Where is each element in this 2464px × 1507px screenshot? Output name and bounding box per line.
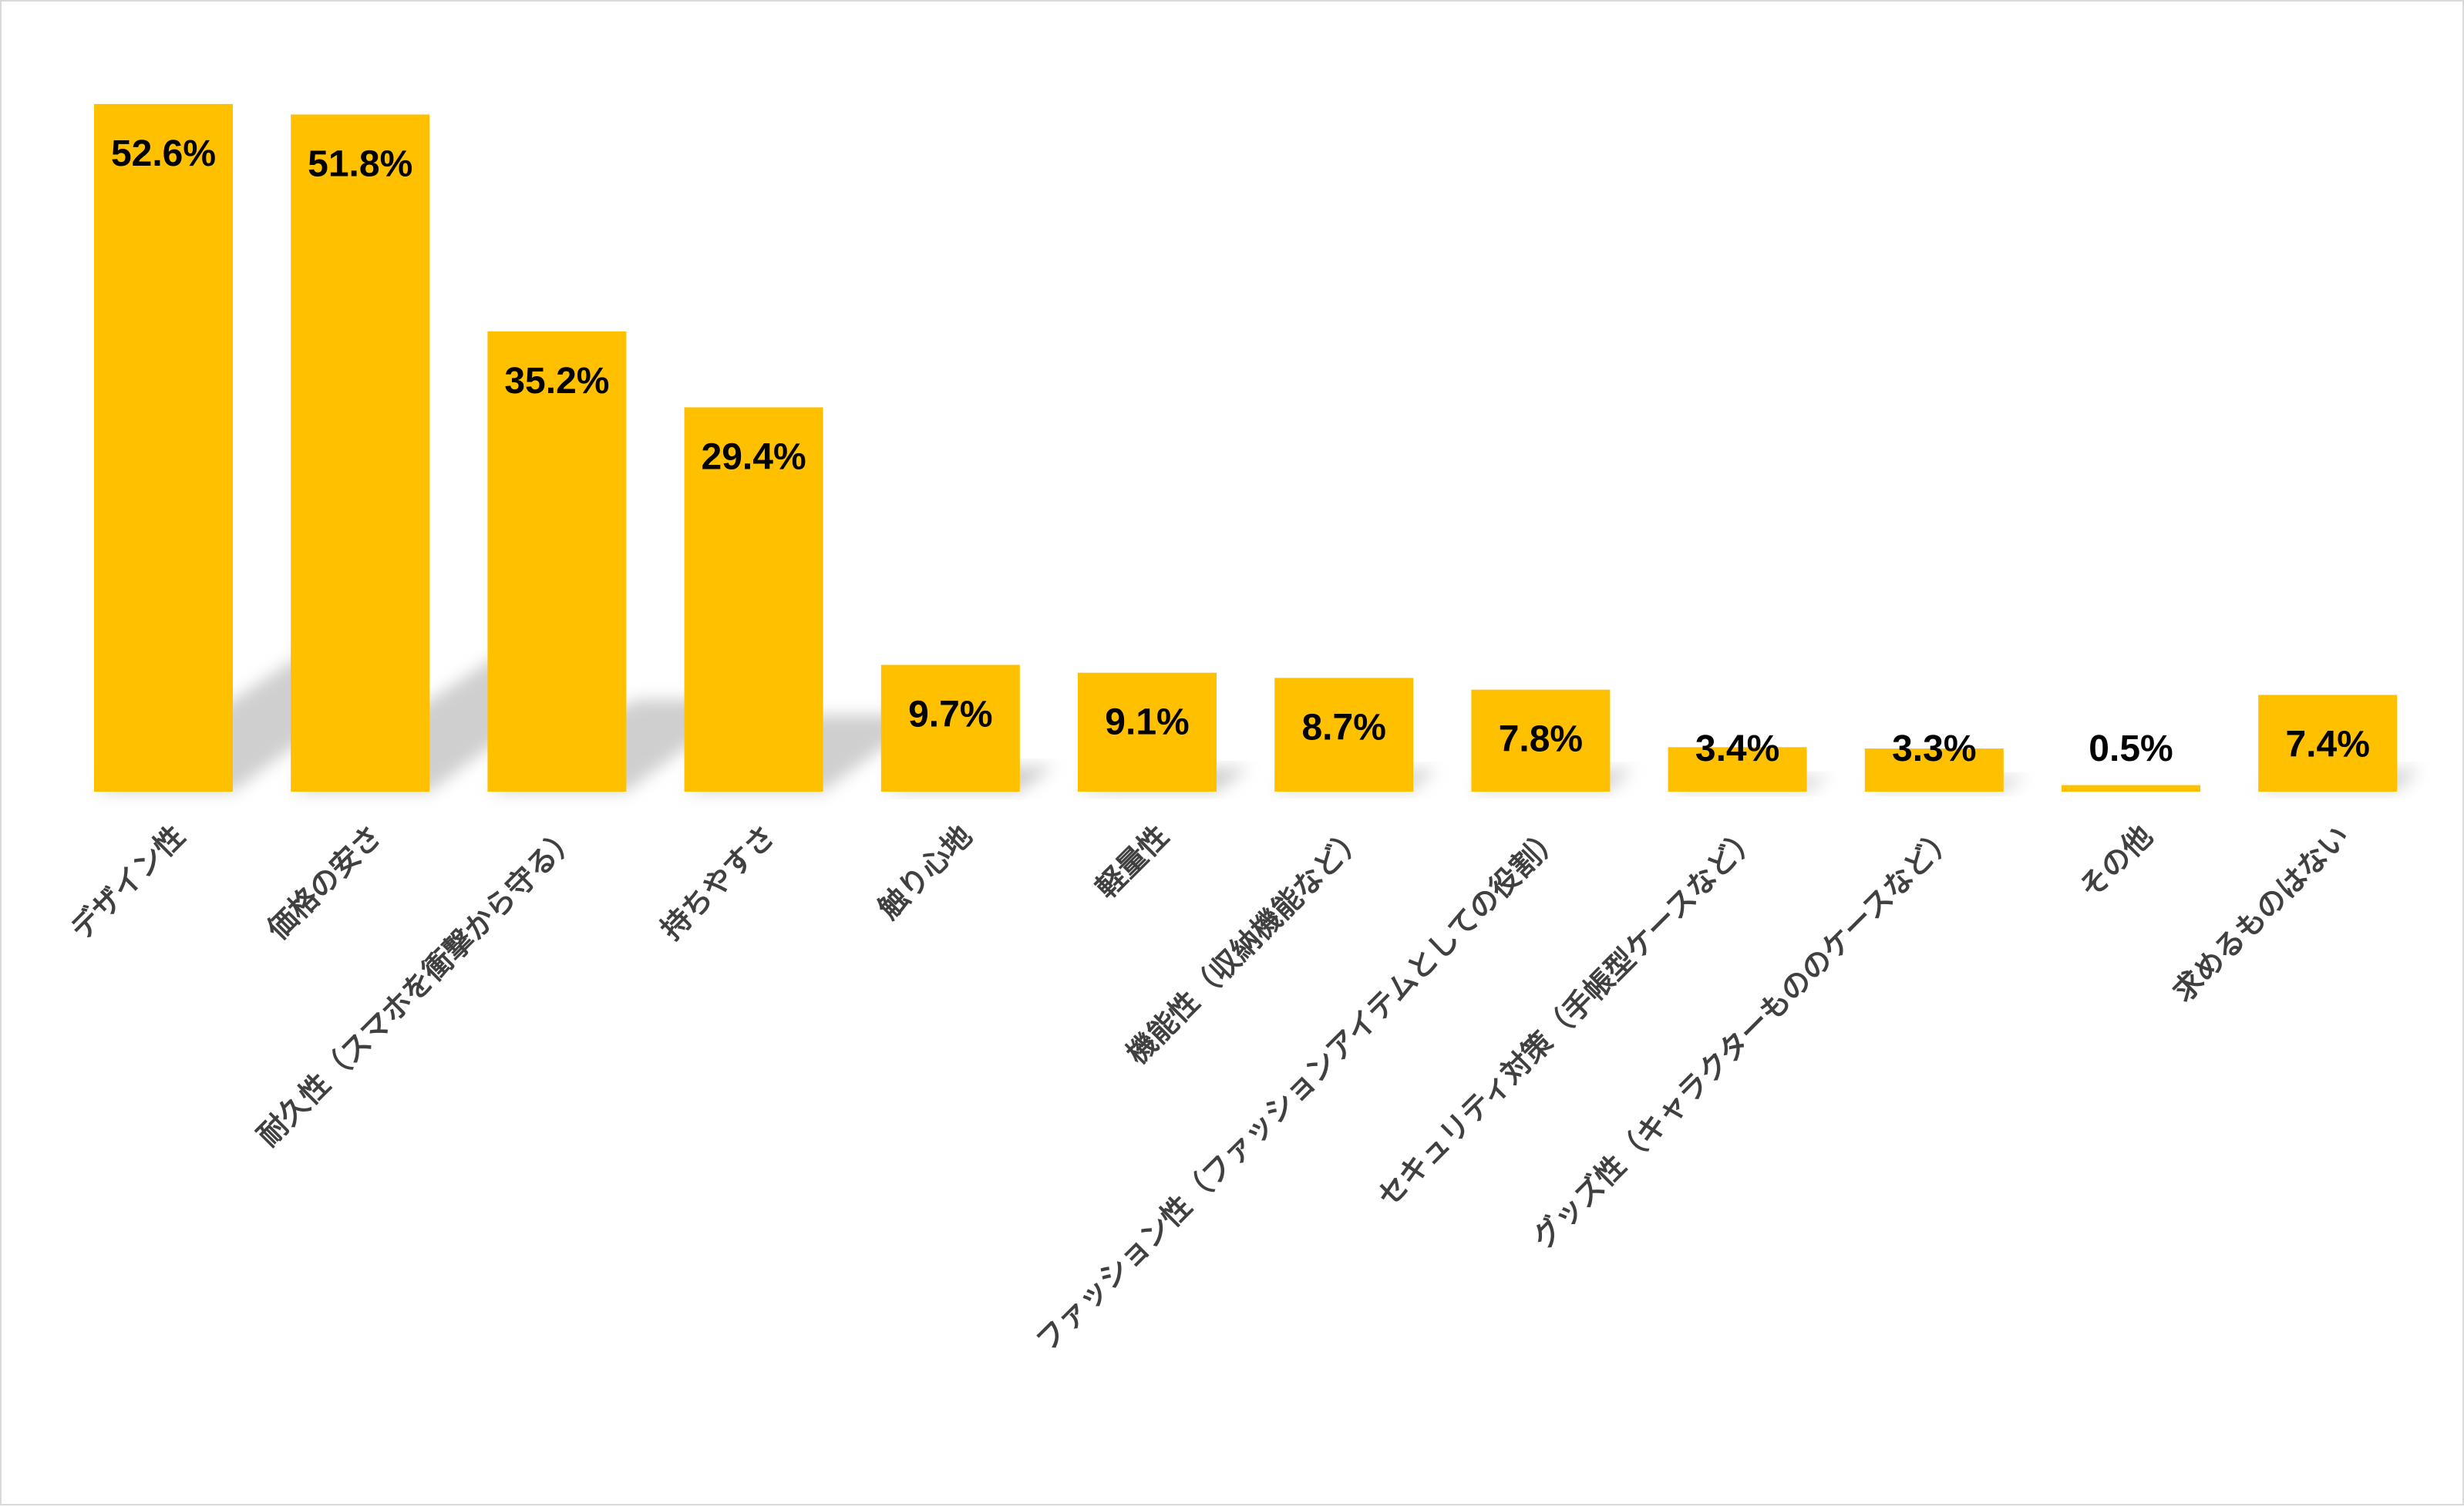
bar	[1078, 672, 1217, 792]
data-label: 9.1%	[1105, 702, 1189, 743]
bar	[94, 103, 233, 792]
bar-shadows	[94, 654, 2421, 792]
bar	[1274, 678, 1414, 792]
category-tick-label: 軽量性	[1089, 819, 1176, 905]
category-tick-label: 触り心地	[872, 819, 979, 926]
bar	[291, 114, 430, 792]
category-tick-label: 求めるものはない	[2166, 819, 2355, 1008]
data-label: 3.4%	[1695, 728, 1779, 769]
data-label: 7.8%	[1499, 719, 1583, 760]
bar	[487, 331, 627, 792]
bar	[684, 407, 823, 792]
category-tick-label: 持ちやすさ	[654, 819, 781, 946]
data-label: 9.7%	[908, 695, 992, 735]
bar	[880, 664, 1020, 792]
data-label: 29.4%	[702, 436, 806, 477]
value-labels: 52.6% 51.8% 35.2% 29.4% 9.7% 9.1% 8.7% 7.8% 3.4%…	[111, 133, 2370, 769]
category-tick-label: その他	[2073, 819, 2159, 905]
category-tick-label: デザイン性	[64, 819, 191, 946]
bar	[2062, 785, 2200, 792]
category-tick-label: 価格の安さ	[260, 819, 388, 947]
bar	[1471, 689, 1611, 792]
bars	[94, 103, 2398, 792]
bar	[1668, 747, 1807, 792]
data-label: 8.7%	[1301, 707, 1385, 748]
data-label: 7.4%	[2285, 725, 2369, 765]
data-label: 0.5%	[2089, 728, 2173, 769]
data-label: 52.6%	[111, 133, 216, 174]
data-label: 3.3%	[1892, 728, 1976, 769]
bar	[2258, 695, 2398, 792]
data-label: 51.8%	[308, 144, 412, 185]
category-tick-label: グッズ性（キャラクターもののケースなど）	[1526, 819, 1962, 1255]
category-tick-label: 耐久性（スマホを衝撃から守る）	[251, 819, 584, 1152]
data-label: 35.2%	[504, 361, 609, 402]
bar	[1864, 748, 2004, 792]
category-tick-label: セキュリティ対策（手帳型ケースなど）	[1371, 819, 1766, 1213]
